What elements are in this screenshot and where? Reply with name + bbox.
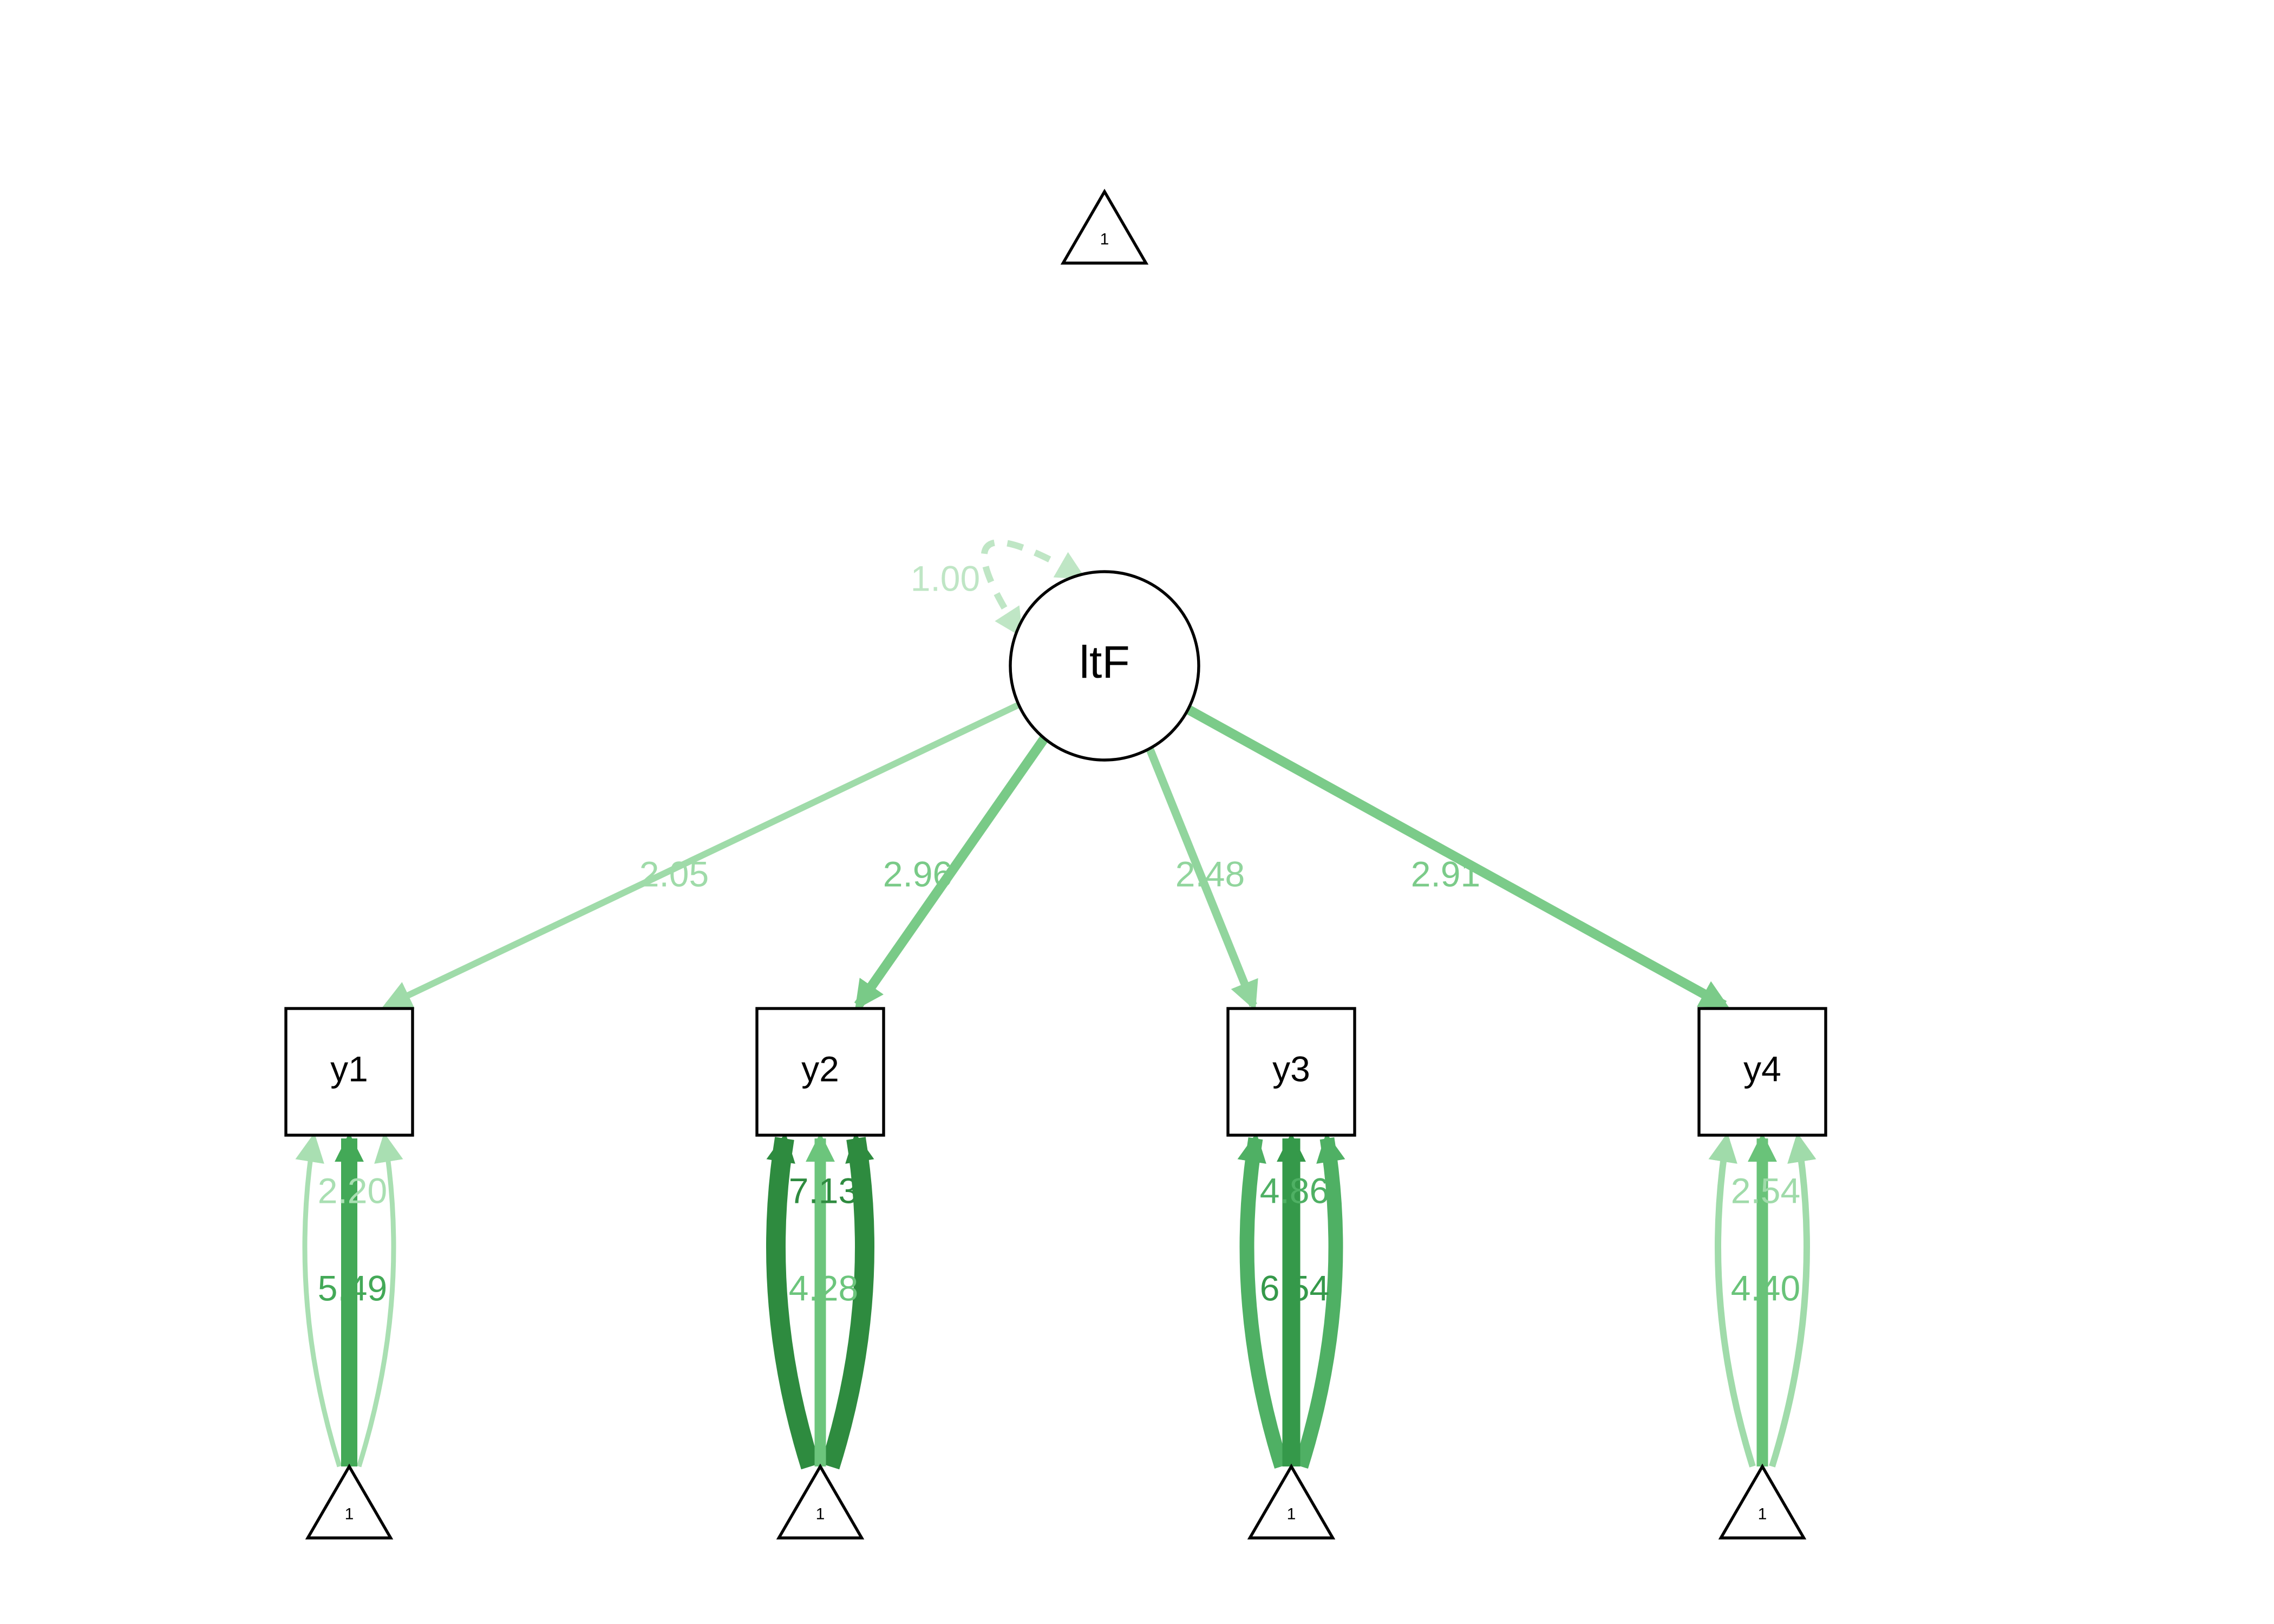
mean-label-y2: 4.28	[789, 1268, 858, 1308]
sem-path-diagram: 1.00 2.05 2.96 2.48 2.91 2.20 5.49 7.13 4.28 4.86…	[0, 0, 2274, 1624]
edge-label-y3: 2.48	[1175, 854, 1245, 894]
edge-label-y4: 2.91	[1411, 854, 1480, 894]
variance-label-y3: 4.86	[1260, 1170, 1329, 1210]
constant-triangle-4-label: 1	[1758, 1505, 1767, 1523]
variance-label-y4: 2.54	[1731, 1170, 1800, 1210]
constant-triangle-2-label: 1	[816, 1505, 825, 1523]
constant-top-triangle-label: 1	[1100, 231, 1109, 248]
mean-label-y3: 6.54	[1260, 1268, 1329, 1308]
observed-y1-label: y1	[330, 1049, 368, 1089]
constant-triangle-1-label: 1	[345, 1505, 354, 1523]
mean-label-y1: 5.49	[318, 1268, 387, 1308]
mean-label-y4: 4.40	[1731, 1268, 1800, 1308]
observed-y3-label: y3	[1272, 1049, 1310, 1089]
variance-label-y1: 2.20	[318, 1170, 387, 1210]
edge-label-y1: 2.05	[639, 854, 709, 894]
latent-node-label: ltF	[1079, 637, 1129, 687]
variance-label-y2: 7.13	[789, 1170, 858, 1210]
observed-y2-label: y2	[801, 1049, 839, 1089]
self-loop-label: 1.00	[911, 558, 980, 598]
observed-y4-label: y4	[1743, 1049, 1781, 1089]
constant-triangle-3-label: 1	[1287, 1505, 1296, 1523]
edge-label-y2: 2.96	[883, 854, 952, 894]
